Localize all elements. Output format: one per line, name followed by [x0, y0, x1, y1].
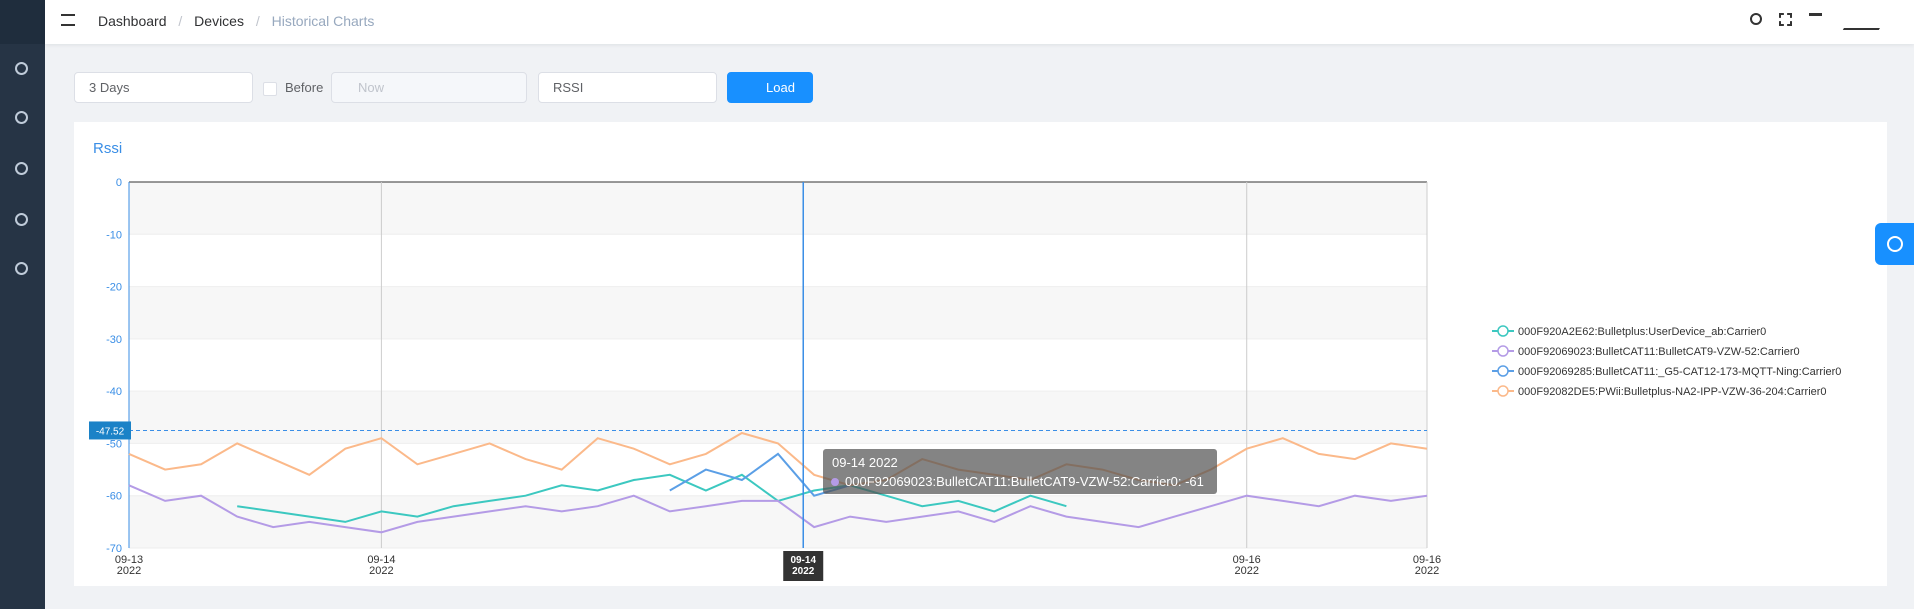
nav-dashboard[interactable] [15, 62, 28, 75]
logo [0, 0, 45, 44]
size-icon[interactable] [1809, 13, 1822, 26]
load-button[interactable]: Load [727, 72, 813, 103]
crumb[interactable]: Devices [194, 13, 244, 29]
menu-toggle[interactable] [61, 14, 75, 26]
search-icon[interactable] [1750, 13, 1762, 25]
crumb[interactable]: Dashboard [98, 13, 167, 29]
crumb: Historical Charts [271, 13, 375, 29]
sidebar [0, 0, 45, 609]
nav-devices[interactable] [15, 111, 28, 124]
nav-other[interactable] [15, 262, 28, 275]
settings-button[interactable] [1875, 223, 1914, 265]
time-input[interactable]: Now [331, 72, 527, 103]
metric-select[interactable]: RSSI [538, 72, 717, 103]
before-label[interactable]: Before [285, 80, 324, 95]
range-select[interactable]: 3 Days [74, 72, 253, 103]
chart-card [74, 122, 1887, 586]
fullscreen-icon[interactable] [1779, 13, 1792, 26]
header: Dashboard / Devices / Historical Charts [45, 0, 1914, 44]
before-checkbox[interactable] [263, 82, 277, 96]
breadcrumb: Dashboard / Devices / Historical Charts [98, 13, 382, 29]
avatar[interactable] [1842, 12, 1890, 30]
nav-list[interactable] [15, 162, 28, 175]
crumb-sep: / [178, 13, 183, 29]
nav-settings[interactable] [15, 213, 28, 226]
gear-icon [1887, 236, 1903, 252]
crumb-sep: / [255, 13, 260, 29]
